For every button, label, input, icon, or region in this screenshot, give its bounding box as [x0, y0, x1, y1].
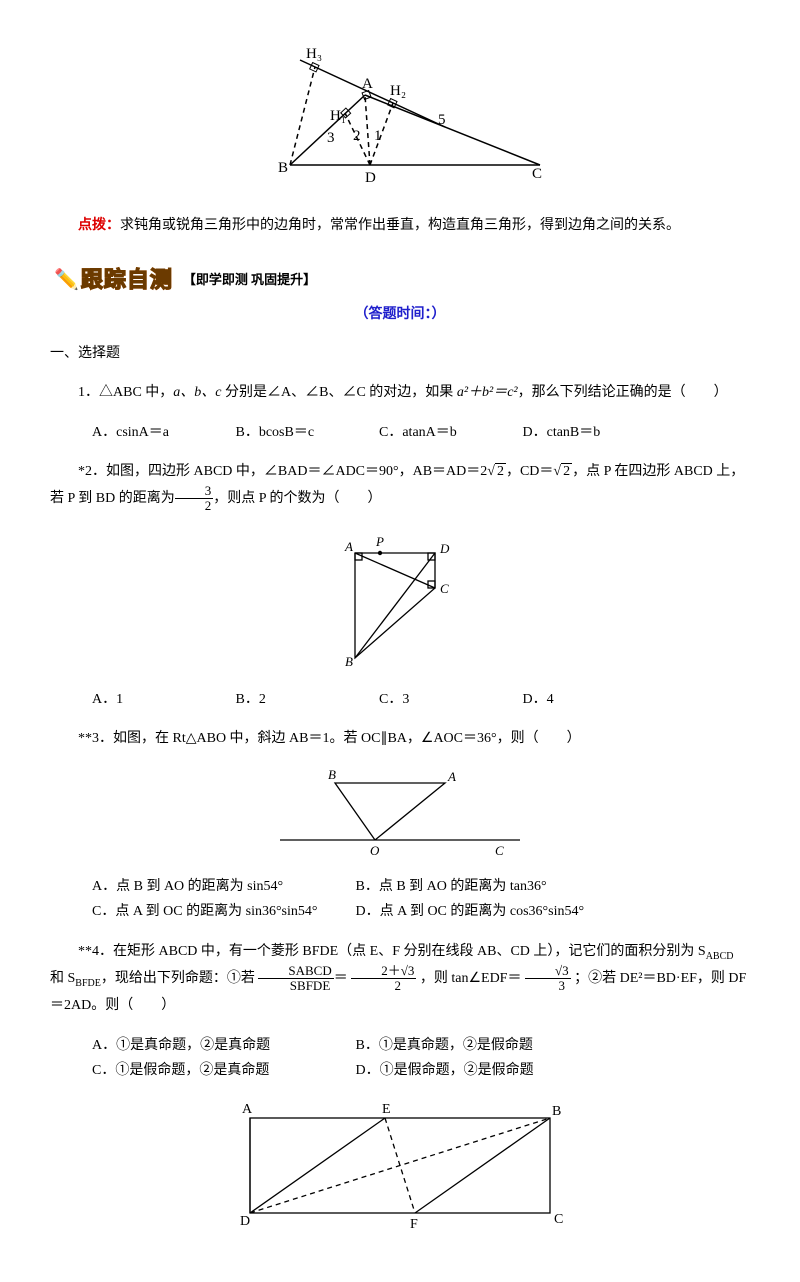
pencil-icon: ✏️	[54, 262, 79, 298]
figure-triangle-abc: H₃ A H₁ H₂ B D C 3 2 1 5	[50, 40, 750, 199]
q1-a: A．csinA＝a	[92, 420, 232, 445]
q3-options: A．点 B 到 AO 的距离为 sin54° B．点 B 到 AO 的距离为 t…	[50, 874, 750, 924]
q2-stem: *2．如图，四边形 ABCD 中，∠BAD＝∠ADC＝90°，AB＝AD＝2√2…	[50, 459, 750, 514]
svg-text:P: P	[375, 534, 384, 549]
tip-label: 点拨：	[78, 218, 120, 233]
q3-d: D．点 A 到 OC 的距离为 cos36°sin54°	[356, 899, 616, 924]
svg-text:B: B	[328, 767, 336, 782]
tip-paragraph: 点拨：求钝角或锐角三角形中的边角时，常常作出垂直，构造直角三角形，得到边角之间的…	[50, 213, 750, 238]
q2-options: A．1 B．2 C．3 D．4	[50, 687, 750, 712]
fig1-h3: H₃	[306, 46, 322, 62]
svg-text:F: F	[410, 1217, 418, 1232]
q1-stem: 1．△ABC 中，a、b、c 分别是∠A、∠B、∠C 的对边，如果 a²＋b²＝…	[50, 380, 750, 405]
svg-text:A: A	[242, 1102, 253, 1117]
q1-d: D．ctanB＝b	[523, 420, 663, 445]
q2-a: A．1	[92, 687, 232, 712]
section-1-title: 一、选择题	[50, 341, 750, 366]
q3-b: B．点 B 到 AO 的距离为 tan36°	[356, 874, 616, 899]
svg-text:C: C	[495, 843, 504, 855]
q4-b: B．①是真命题，②是假命题	[356, 1033, 616, 1058]
fig1-a: A	[362, 76, 373, 92]
fig1-2: 2	[353, 128, 361, 144]
q1-options: A．csinA＝a B．bcosB＝c C．atanA＝b D．ctanB＝b	[50, 420, 750, 445]
banner-sub: 【即学即测 巩固提升】	[183, 268, 316, 291]
svg-text:O: O	[370, 843, 380, 855]
timing: （答题时间：）	[50, 302, 750, 327]
q3-c: C．点 A 到 OC 的距离为 sin36°sin54°	[92, 899, 352, 924]
q2-b: B．2	[236, 687, 376, 712]
q4-options: A．①是真命题，②是真命题 B．①是真命题，②是假命题 C．①是假命题，②是真命…	[50, 1033, 750, 1083]
svg-text:D: D	[439, 541, 450, 556]
q2-c: C．3	[379, 687, 519, 712]
svg-text:B: B	[345, 654, 353, 668]
svg-text:B: B	[552, 1104, 561, 1119]
q3-a: A．点 B 到 AO 的距离为 sin54°	[92, 874, 352, 899]
fig1-h1: H₁	[330, 108, 346, 124]
tip-text: 求钝角或锐角三角形中的边角时，常常作出垂直，构造直角三角形，得到边角之间的关系。	[120, 218, 680, 233]
banner-badge: ✏️ 跟踪自测	[50, 258, 177, 302]
q4-a: A．①是真命题，②是真命题	[92, 1033, 352, 1058]
fig1-5: 5	[438, 112, 446, 128]
fig1-h2: H₂	[390, 83, 406, 99]
fig1-d: D	[365, 170, 376, 186]
q4-c: C．①是假命题，②是真命题	[92, 1058, 352, 1083]
q3-stem: **3．如图，在 Rt△ABO 中，斜边 AB＝1。若 OC∥BA，∠AOC＝3…	[50, 726, 750, 751]
q1-c: C．atanA＝b	[379, 420, 519, 445]
q4-stem: **4．在矩形 ABCD 中，有一个菱形 BFDE（点 E、F 分别在线段 AB…	[50, 939, 750, 1019]
svg-text:D: D	[240, 1214, 250, 1229]
banner-title: 跟踪自测	[81, 260, 173, 300]
q4-d: D．①是假命题，②是假命题	[356, 1058, 616, 1083]
figure-q2: A P D C B	[50, 528, 750, 677]
svg-text:C: C	[554, 1212, 563, 1227]
svg-text:A: A	[344, 539, 353, 554]
fig1-3: 3	[327, 130, 335, 146]
fig1-c: C	[532, 166, 542, 182]
figure-q3: B A O C	[50, 765, 750, 864]
q1-b: B．bcosB＝c	[236, 420, 376, 445]
svg-text:C: C	[440, 581, 449, 596]
fig1-b: B	[278, 160, 288, 176]
banner: ✏️ 跟踪自测 【即学即测 巩固提升】	[50, 258, 750, 302]
fig1-1: 1	[374, 128, 382, 144]
figure-q4: A E B D F C	[50, 1093, 750, 1242]
svg-text:A: A	[447, 769, 456, 784]
svg-text:E: E	[382, 1102, 391, 1117]
q2-d: D．4	[523, 687, 663, 712]
